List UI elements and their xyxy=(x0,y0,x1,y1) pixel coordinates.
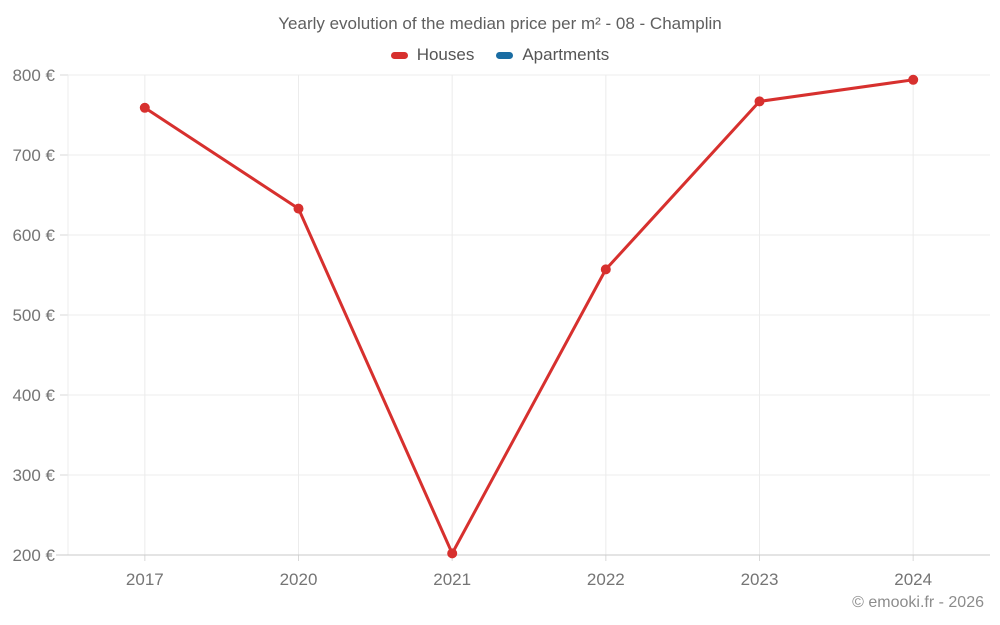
x-axis-label: 2017 xyxy=(126,570,164,589)
y-axis-label: 400 € xyxy=(12,386,55,405)
houses-series-swatch-icon xyxy=(390,51,408,59)
x-axis-label: 2024 xyxy=(894,570,932,589)
y-axis-label: 500 € xyxy=(12,306,55,325)
chart-title: Yearly evolution of the median price per… xyxy=(278,14,722,33)
legend-label-houses: Houses xyxy=(416,45,475,64)
data-point-houses-2017[interactable] xyxy=(139,102,150,113)
legend-item-apartments[interactable]: Apartments xyxy=(496,45,609,65)
data-point-houses-2021[interactable] xyxy=(447,548,458,559)
y-axis-label: 800 € xyxy=(12,66,55,85)
legend-label-apartments: Apartments xyxy=(522,45,610,64)
legend-item-houses[interactable]: Houses xyxy=(390,45,475,65)
data-point-houses-2022[interactable] xyxy=(600,264,611,275)
y-axis-label: 600 € xyxy=(12,226,55,245)
y-axis-label: 700 € xyxy=(12,146,55,165)
series-line-houses xyxy=(143,78,915,555)
footer-credit: © emooki.fr - 2026 xyxy=(852,594,984,611)
x-axis-label: 2023 xyxy=(741,570,779,589)
legend: Houses Apartments xyxy=(0,45,1000,65)
y-axis-label: 200 € xyxy=(12,546,55,565)
data-point-houses-2020[interactable] xyxy=(293,203,304,214)
x-axis-label: 2021 xyxy=(433,570,471,589)
y-axis-label: 300 € xyxy=(12,466,55,485)
apartments-series-swatch-icon xyxy=(496,51,514,59)
x-axis-label: 2022 xyxy=(587,570,625,589)
x-axis-label: 2020 xyxy=(280,570,318,589)
data-point-houses-2024[interactable] xyxy=(908,74,919,85)
data-point-houses-2023[interactable] xyxy=(754,96,765,107)
